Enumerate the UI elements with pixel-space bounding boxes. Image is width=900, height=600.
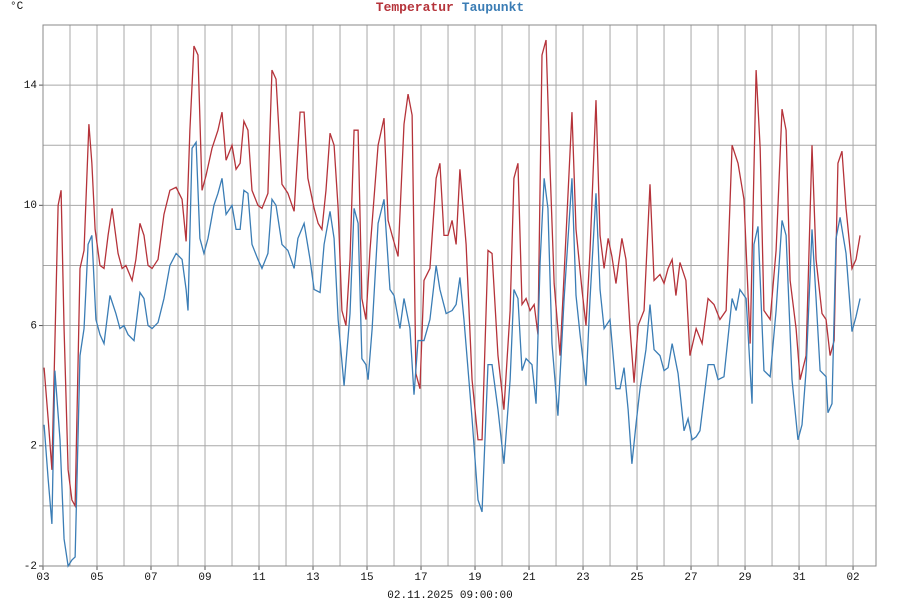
y-tick-label: -2 — [24, 561, 37, 573]
x-tick-label: 13 — [306, 572, 319, 584]
x-tick-label: 09 — [198, 572, 211, 584]
y-axis-label: °C — [10, 1, 24, 13]
x-axis-label: 02.11.2025 09:00:00 — [387, 590, 512, 600]
x-tick-label: 17 — [414, 572, 427, 584]
x-tick-label: 25 — [630, 572, 643, 584]
x-tick-label: 02 — [846, 572, 859, 584]
y-tick-label: 6 — [30, 320, 37, 332]
x-tick-label: 31 — [792, 572, 806, 584]
x-tick-label: 03 — [36, 572, 49, 584]
x-tick-label: 07 — [144, 572, 157, 584]
x-tick-label: 11 — [252, 572, 266, 584]
x-tick-label: 21 — [522, 572, 536, 584]
plot-frame — [42, 24, 877, 567]
x-tick-label: 19 — [468, 572, 481, 584]
line-series — [43, 39, 861, 509]
y-tick-label: 10 — [24, 200, 37, 212]
x-tick-label: 23 — [576, 572, 589, 584]
y-tick-label: 14 — [24, 80, 38, 92]
x-tick-label: 15 — [360, 572, 373, 584]
y-tick-label: 2 — [30, 441, 37, 453]
legend-entry: Temperatur — [376, 0, 454, 15]
legend: Temperatur Taupunkt — [376, 0, 524, 15]
legend-entry: Taupunkt — [462, 0, 524, 15]
x-tick-label: 29 — [738, 572, 751, 584]
line-series — [43, 140, 861, 568]
x-tick-label: 27 — [684, 572, 697, 584]
x-tick-label: 05 — [90, 572, 103, 584]
